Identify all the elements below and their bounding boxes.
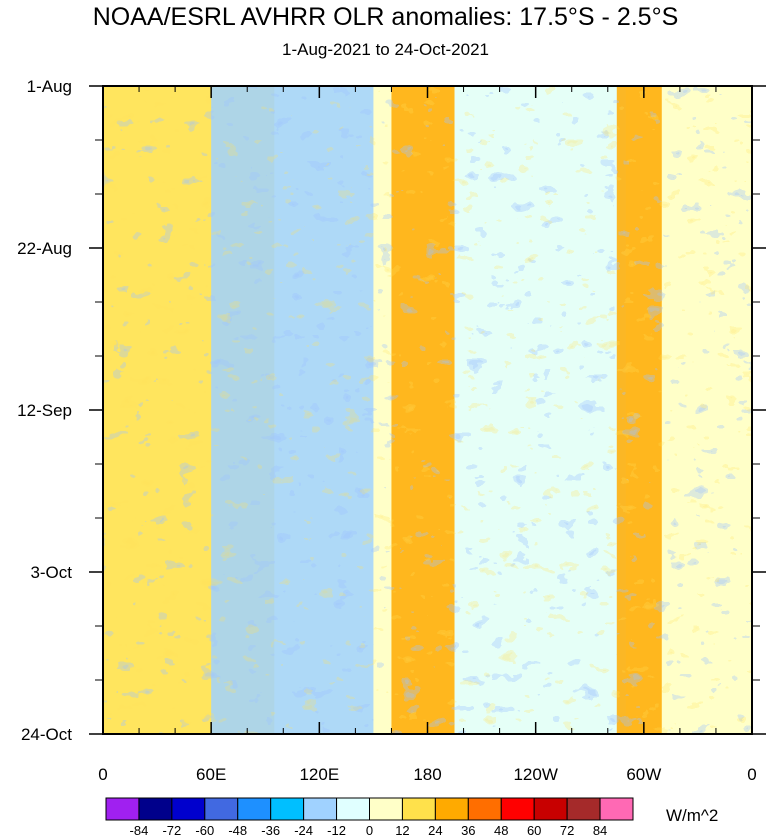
colorbar-swatch xyxy=(138,797,173,821)
colorbar-swatch xyxy=(303,797,338,821)
x-tick-label: 120E xyxy=(299,765,339,784)
colorbar-swatch xyxy=(467,797,502,821)
x-tick-label: 120W xyxy=(513,765,557,784)
colorbar-swatch xyxy=(434,797,469,821)
colorbar-level-label: 72 xyxy=(560,823,574,835)
colorbar-swatch xyxy=(401,797,436,821)
colorbar-swatch xyxy=(171,797,206,821)
x-tick-label: 60E xyxy=(196,765,226,784)
colorbar: -84 -72 -60 -48 -36 -24 -12 0 12 24 36 48 60 72 84 xyxy=(105,797,634,835)
colorbar-level-label: -36 xyxy=(261,823,280,835)
colorbar-swatch xyxy=(500,797,535,821)
colorbar-level-label: 0 xyxy=(366,823,373,835)
y-tick-label: 12-Sep xyxy=(17,401,72,420)
colorbar-level-label: -72 xyxy=(162,823,181,835)
colorbar-swatch xyxy=(270,797,305,821)
chart-subtitle: 1-Aug-2021 to 24-Oct-2021 xyxy=(282,40,489,59)
y-tick-label: 1-Aug xyxy=(27,77,72,96)
colorbar-swatch xyxy=(204,797,239,821)
anomaly-field xyxy=(103,86,752,734)
colorbar-level-label: -48 xyxy=(228,823,247,835)
colorbar-level-label: -84 xyxy=(130,823,149,835)
colorbar-level-label: 84 xyxy=(593,823,607,835)
y-axis: 1-Aug 22-Aug 12-Sep 3-Oct 24-Oct xyxy=(17,77,766,744)
colorbar-level-label: 36 xyxy=(461,823,475,835)
colorbar-level-label: -24 xyxy=(294,823,313,835)
x-tick-label: 0 xyxy=(98,765,107,784)
x-axis: 0 60E 120E 180 120W 60W 0 xyxy=(98,86,757,784)
colorbar-swatch xyxy=(336,797,370,821)
y-tick-label: 3-Oct xyxy=(30,563,72,582)
y-tick-label: 22-Aug xyxy=(17,239,72,258)
x-tick-label: 0 xyxy=(747,765,756,784)
colorbar-swatch xyxy=(237,797,272,821)
colorbar-swatch xyxy=(533,797,568,821)
colorbar-level-label: -60 xyxy=(195,823,214,835)
colorbar-level-label: 12 xyxy=(395,823,409,835)
chart-title: NOAA/ESRL AVHRR OLR anomalies: 17.5°S - … xyxy=(92,3,679,31)
colorbar-level-label: 48 xyxy=(494,823,508,835)
colorbar-swatch xyxy=(105,797,140,821)
x-tick-label: 60W xyxy=(626,765,661,784)
colorbar-swatch xyxy=(566,797,601,821)
colorbar-level-label: 60 xyxy=(527,823,541,835)
colorbar-level-label: -12 xyxy=(327,823,346,835)
colorbar-level-label: 24 xyxy=(428,823,442,835)
warm-anomaly-texture xyxy=(103,86,752,734)
x-tick-label: 180 xyxy=(413,765,441,784)
y-tick-label: 24-Oct xyxy=(21,725,72,744)
colorbar-unit: W/m^2 xyxy=(666,806,719,825)
colorbar-swatch xyxy=(599,797,634,821)
colorbar-swatch xyxy=(369,797,403,821)
